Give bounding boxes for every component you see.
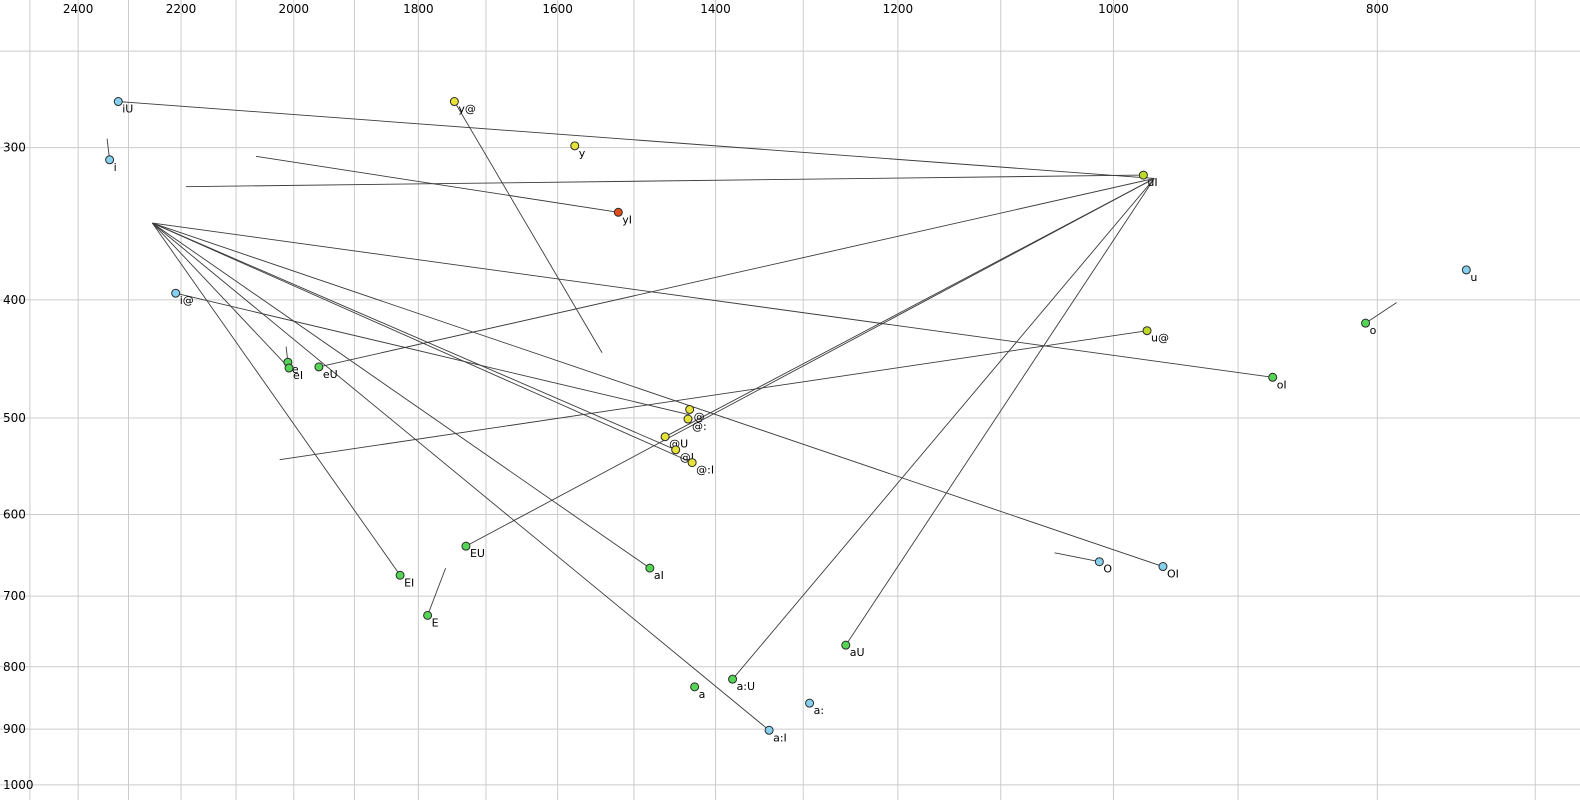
vowel-label-yI: yI <box>622 213 632 226</box>
vowel-trajectory-i_ <box>175 292 690 416</box>
vowel-label-iU: iU <box>122 103 133 116</box>
vowel-trajectory-E <box>427 567 447 616</box>
vowel-point-u <box>1461 265 1471 275</box>
y-tick-label-700: 700 <box>3 589 26 603</box>
vowel-point-_ <box>685 404 695 414</box>
vowel-trajectory-EU <box>465 178 1155 547</box>
vowel-point-i_ <box>171 288 181 298</box>
vowel-label-uI: uI <box>1147 176 1157 189</box>
vowel-label-_: @ <box>694 410 705 423</box>
x-tick-label-1200: 1200 <box>883 2 914 16</box>
vowel-trajectory-yI <box>255 155 619 213</box>
vowel-trajectory-o <box>1365 302 1397 324</box>
y-tick-label-500: 500 <box>3 411 26 425</box>
y-tick-label-400: 400 <box>3 293 26 307</box>
vowel-point-aU <box>841 640 851 650</box>
vowel-label-u: u <box>1470 271 1477 284</box>
vowel-label-eI: eI <box>293 369 303 382</box>
vowel-point-_ <box>683 414 693 424</box>
vowel-label-eU: eU <box>323 368 338 381</box>
vowel-label-u_: u@ <box>1151 332 1169 345</box>
vowel-point-a_I <box>764 725 774 735</box>
vowel-label-oI: oI <box>1277 378 1287 391</box>
vowel-label-y_: y@ <box>458 103 476 116</box>
vowel-label-OI: OI <box>1167 568 1179 581</box>
y-tick-label-1000: 1000 <box>3 778 34 792</box>
vowel-label-_I: @:I <box>696 464 714 477</box>
vowel-trajectory-_I <box>152 222 693 464</box>
x-tick-label-2200: 2200 <box>166 2 197 16</box>
vowel-label-a_: a: <box>814 704 824 717</box>
vowel-point-uI <box>1138 170 1148 180</box>
vowel-point-o <box>1361 318 1371 328</box>
vowel-trajectory-O <box>1054 552 1100 563</box>
y-tick-label-300: 300 <box>3 141 26 155</box>
x-tick-label-1000: 1000 <box>1098 2 1129 16</box>
vowel-point-eU <box>314 362 324 372</box>
vowel-label-O: O <box>1103 563 1112 576</box>
vowel-trajectory-eU <box>318 177 1155 368</box>
x-tick-label-1800: 1800 <box>403 2 434 16</box>
vowel-point-a_U <box>728 674 738 684</box>
vowel-point-eI <box>284 363 294 373</box>
vowel-trajectory-y_ <box>453 101 603 353</box>
vowel-label-aU: aU <box>850 646 865 659</box>
vowel-trajectory-_I <box>152 222 676 451</box>
vowel-point-a <box>690 682 700 692</box>
vowel-point-O <box>1094 557 1104 567</box>
vowel-point-aI <box>645 563 655 573</box>
vowel-point-EU <box>461 541 471 551</box>
vowel-point-_U <box>660 432 670 442</box>
vowel-label-EI: EI <box>404 576 414 589</box>
vowel-trajectory-u_ <box>279 330 1148 461</box>
y-tick-label-900: 900 <box>3 722 26 736</box>
vowel-trajectory-EI <box>152 222 401 576</box>
vowel-label-i: i <box>114 161 117 174</box>
vowel-point-u_ <box>1142 326 1152 336</box>
vowel-trajectory-_U <box>664 178 1155 438</box>
vowel-point-EI <box>395 570 405 580</box>
vowel-label-o: o <box>1370 324 1377 337</box>
vowel-point-OI <box>1158 562 1168 572</box>
x-tick-label-2400: 2400 <box>63 2 94 16</box>
vowel-point-a_ <box>805 698 815 708</box>
vowel-point-y <box>570 141 580 151</box>
y-tick-label-600: 600 <box>3 507 26 521</box>
vowel-trajectory-aU <box>845 178 1155 646</box>
vowel-trajectory-uI <box>185 174 1144 188</box>
vowel-trajectory-aI <box>152 222 651 569</box>
vowel-point-_I <box>671 445 681 455</box>
vowel-point-y_ <box>449 97 459 107</box>
x-tick-label-2000: 2000 <box>278 2 309 16</box>
vowel-label-_: @: <box>692 420 707 433</box>
vowel-label-i_: i@ <box>180 294 194 307</box>
y-tick-label-800: 800 <box>3 660 26 674</box>
vowel-label-e: e <box>292 363 299 376</box>
vowel-label-y: y <box>579 147 586 160</box>
vowel-point-iU <box>113 97 123 107</box>
vowel-trajectory-oI <box>152 222 1273 378</box>
vowel-label-EU: EU <box>470 547 485 560</box>
vowel-label-a_I: a:I <box>773 731 787 744</box>
vowel-point-yI <box>613 207 623 217</box>
x-tick-label-1400: 1400 <box>700 2 731 16</box>
x-tick-label-800: 800 <box>1366 2 1389 16</box>
vowel-label-a: a <box>699 688 706 701</box>
vowel-trajectory-a_U <box>732 178 1155 680</box>
vowel-trajectory-eI <box>152 222 290 369</box>
vowel-point-oI <box>1268 372 1278 382</box>
vowel-trajectory-iU <box>118 101 1155 179</box>
vowel-trajectory-OI <box>152 222 1164 567</box>
vowel-trajectory-a_I <box>152 222 770 731</box>
vowel-label-a_U: a:U <box>737 680 756 693</box>
vowel-point-E <box>423 610 433 620</box>
vowel-label-E: E <box>432 616 439 629</box>
vowel-point-i <box>105 155 115 165</box>
vowel-label-aI: aI <box>654 569 664 582</box>
x-tick-label-1600: 1600 <box>542 2 573 16</box>
vowel-point-_I <box>687 458 697 468</box>
